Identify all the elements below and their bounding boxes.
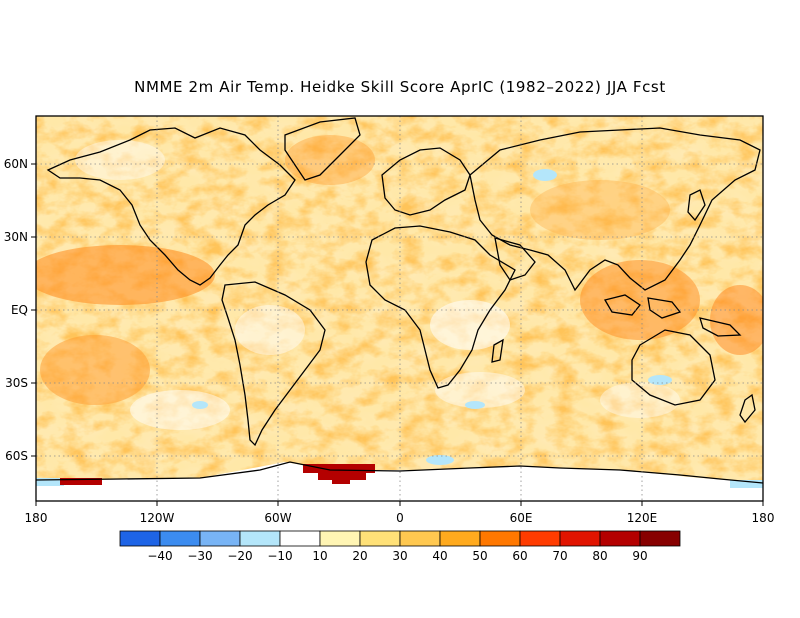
- colorbar-swatch: [319, 530, 361, 547]
- colorbar-swatch: [359, 530, 401, 547]
- colorbar-label: 80: [592, 549, 607, 563]
- map-field: [36, 116, 763, 501]
- colorbar-swatch: [119, 530, 161, 547]
- colorbar-label: 40: [432, 549, 447, 563]
- colorbar-swatch: [519, 530, 561, 547]
- lat-label: 60S: [5, 449, 28, 463]
- lat-label: EQ: [11, 303, 28, 317]
- lon-label: 0: [396, 511, 404, 525]
- lon-label: 60E: [510, 511, 533, 525]
- lat-label: 30N: [4, 230, 28, 244]
- colorbar-label: 60: [512, 549, 527, 563]
- lat-label: 60N: [4, 157, 28, 171]
- colorbar-swatch: [159, 530, 201, 547]
- graticule: [36, 116, 763, 501]
- colorbar-label: 20: [352, 549, 367, 563]
- colorbar-swatch: [239, 530, 281, 547]
- lon-label: 60W: [264, 511, 291, 525]
- colorbar: −40 −30 −20 −10 10 20 30 40 50 60 70 80 90: [119, 530, 681, 563]
- colorbar-label: −20: [227, 549, 252, 563]
- colorbar-label: −10: [267, 549, 292, 563]
- lon-label: 180: [752, 511, 775, 525]
- colorbar-label: 70: [552, 549, 567, 563]
- colorbar-swatch: [439, 530, 481, 547]
- colorbar-label: 90: [632, 549, 647, 563]
- lat-label: 30S: [5, 376, 28, 390]
- colorbar-label: −30: [187, 549, 212, 563]
- lon-label: 120E: [627, 511, 658, 525]
- colorbar-label: −40: [147, 549, 172, 563]
- colorbar-swatch: [279, 530, 321, 547]
- colorbar-swatch: [479, 530, 521, 547]
- colorbar-label: 30: [392, 549, 407, 563]
- colorbar-label: 50: [472, 549, 487, 563]
- coastlines: [36, 117, 763, 484]
- colorbar-swatch: [559, 530, 601, 547]
- lon-label: 120W: [140, 511, 175, 525]
- colorbar-label: 10: [312, 549, 327, 563]
- colorbar-swatch: [199, 530, 241, 547]
- colorbar-swatch: [399, 530, 441, 547]
- colorbar-swatch: [639, 530, 681, 547]
- lon-label: 180: [25, 511, 48, 525]
- colorbar-swatch: [599, 530, 641, 547]
- map-title: NMME 2m Air Temp. Heidke Skill Score Apr…: [134, 78, 666, 96]
